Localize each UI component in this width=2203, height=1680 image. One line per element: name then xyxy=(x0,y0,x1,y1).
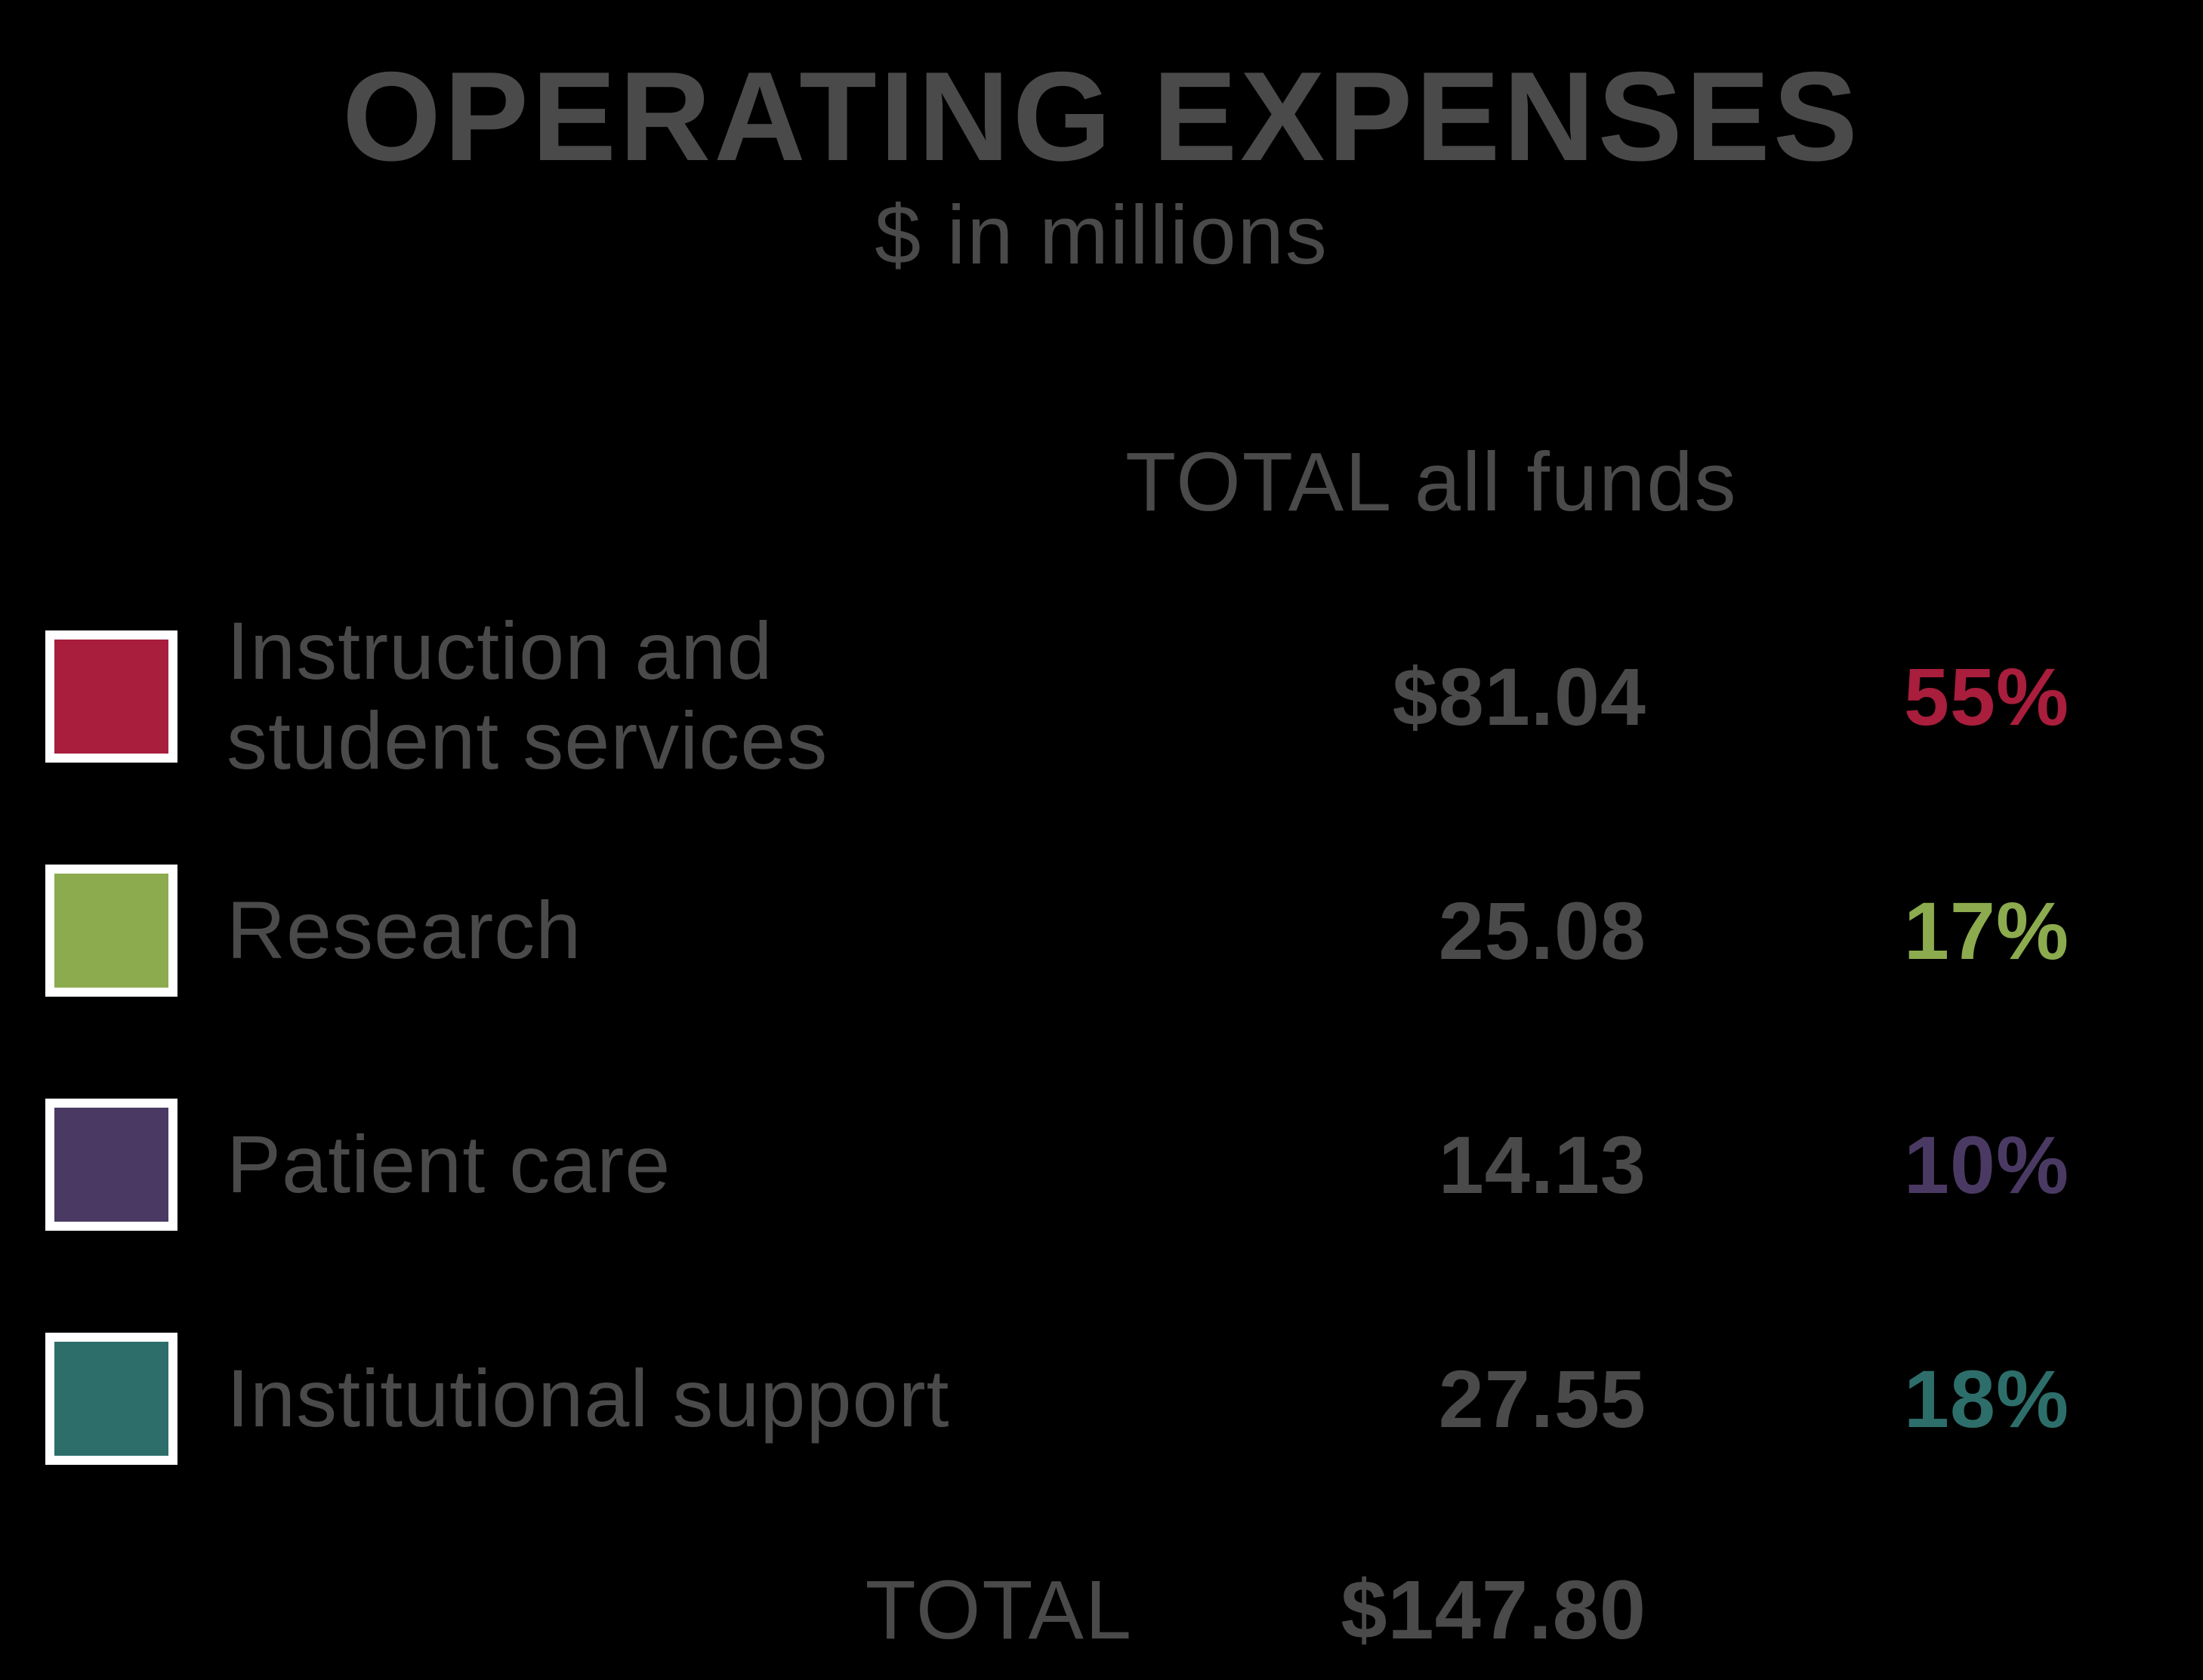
expense-percent: 17% xyxy=(1646,883,2069,978)
color-swatch xyxy=(45,865,177,997)
expense-rows: Instruction and student services $81.04 … xyxy=(45,613,2158,1481)
total-amount: $147.80 xyxy=(1133,1562,1646,1658)
expense-label: Patient care xyxy=(227,1120,1133,1210)
expense-amount: 27.55 xyxy=(1133,1352,1646,1446)
expense-percent: 18% xyxy=(1646,1352,2069,1446)
page-title: OPERATING EXPENSES xyxy=(45,53,2158,180)
color-swatch xyxy=(45,1099,177,1231)
expense-label: Instruction and student services xyxy=(227,606,1133,786)
label-line1: Instruction and xyxy=(227,605,773,696)
expense-row: Institutional support 27.55 18% xyxy=(45,1315,2158,1481)
page-subtitle: $ in millions xyxy=(45,187,2158,283)
color-swatch xyxy=(45,630,177,763)
expense-percent: 10% xyxy=(1646,1117,2069,1212)
expense-row: Research 25.08 17% xyxy=(45,847,2158,1013)
expense-row: Instruction and student services $81.04 … xyxy=(45,613,2158,779)
expense-percent: 55% xyxy=(1646,649,2069,744)
expense-amount: 25.08 xyxy=(1133,883,1646,978)
expenses-container: OPERATING EXPENSES $ in millions TOTAL a… xyxy=(0,0,2203,1670)
total-row: TOTAL $147.80 xyxy=(45,1549,2158,1670)
total-label: TOTAL xyxy=(665,1562,1133,1658)
expense-label: Institutional support xyxy=(227,1354,1133,1444)
column-header: TOTAL all funds xyxy=(1125,434,2158,530)
expense-amount: $81.04 xyxy=(1133,649,1646,744)
expense-amount: 14.13 xyxy=(1133,1117,1646,1212)
expense-row: Patient care 14.13 10% xyxy=(45,1081,2158,1247)
color-swatch xyxy=(45,1333,177,1465)
label-line2: student services xyxy=(227,695,828,786)
expense-label: Research xyxy=(227,886,1133,976)
